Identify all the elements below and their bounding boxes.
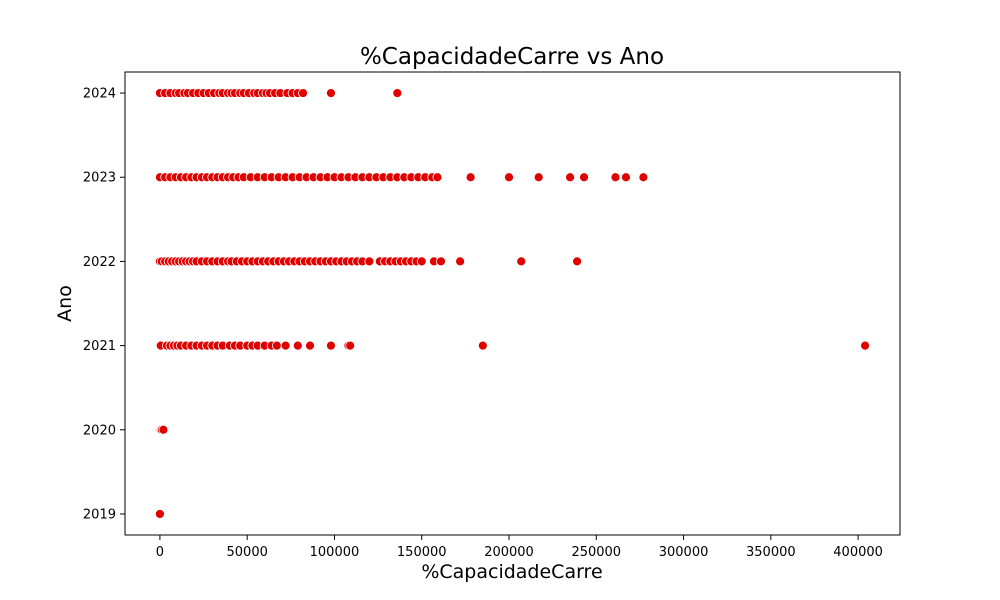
data-point [436, 256, 446, 267]
plot-area-frame [124, 71, 901, 536]
x-tick-label: 400000 [833, 545, 883, 560]
data-point [280, 340, 291, 351]
data-point [533, 172, 544, 183]
y-tick-label: 2020 [83, 423, 116, 438]
x-tick-label: 0 [156, 545, 164, 560]
x-axis-title: %CapacidadeCarre [421, 561, 602, 583]
data-point [579, 172, 589, 183]
data-point [621, 172, 631, 183]
x-tick-label: 350000 [746, 545, 796, 560]
data-point [155, 509, 165, 519]
y-axis-title: Ano [54, 285, 76, 322]
data-point [638, 172, 649, 183]
y-tick-label: 2019 [83, 507, 116, 522]
data-point [477, 340, 488, 351]
x-tick-label: 150000 [397, 545, 447, 560]
data-point [432, 172, 443, 183]
data-point [305, 340, 315, 351]
x-tick-label: 100000 [310, 545, 360, 560]
chart-title: %CapacidadeCarre vs Ano [360, 44, 664, 70]
data-point [298, 88, 308, 98]
data-point [504, 172, 514, 183]
data-point [516, 256, 527, 267]
x-tick-label: 50000 [227, 545, 268, 560]
x-tick-label: 200000 [484, 545, 534, 560]
data-point [345, 340, 356, 351]
data-point [565, 172, 576, 183]
y-axis: 2019 2020 2021 2022 2023 2024 [83, 87, 125, 522]
y-tick-label: 2023 [83, 171, 116, 186]
data-point [860, 340, 870, 351]
x-tick-label: 250000 [571, 545, 621, 560]
y-tick-label: 2022 [83, 255, 116, 270]
data-points [155, 88, 870, 519]
data-point [292, 340, 303, 351]
data-point [610, 172, 621, 183]
data-point [416, 256, 427, 267]
data-point [271, 340, 282, 351]
data-point [364, 256, 375, 267]
data-point [572, 256, 582, 267]
y-tick-label: 2021 [83, 339, 116, 354]
data-point [326, 340, 336, 351]
x-tick-label: 300000 [659, 545, 709, 560]
data-point [158, 424, 169, 435]
data-point [392, 88, 403, 98]
x-axis: 0 50000 100000 150000 200000 250000 300000 3500… [156, 535, 883, 560]
data-point [326, 88, 336, 98]
data-point [465, 172, 476, 183]
y-tick-label: 2024 [83, 87, 116, 102]
data-point [455, 256, 466, 267]
